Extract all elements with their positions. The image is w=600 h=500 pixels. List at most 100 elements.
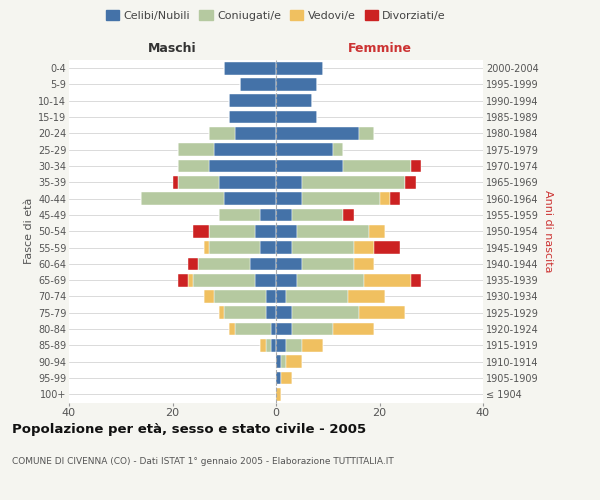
Bar xyxy=(349,290,385,303)
Bar xyxy=(292,208,343,222)
Bar xyxy=(281,356,286,368)
Bar xyxy=(203,241,209,254)
Bar xyxy=(276,78,317,91)
Bar xyxy=(286,290,349,303)
Bar xyxy=(219,176,276,188)
Bar xyxy=(276,258,302,270)
Bar xyxy=(369,225,385,237)
Bar xyxy=(359,306,406,319)
Bar xyxy=(142,192,224,205)
Bar xyxy=(281,372,292,384)
Bar xyxy=(193,225,209,237)
Bar xyxy=(224,192,276,205)
Text: Femmine: Femmine xyxy=(347,42,412,55)
Bar xyxy=(188,258,199,270)
Bar xyxy=(178,160,209,172)
Bar xyxy=(276,339,286,352)
Bar xyxy=(229,322,235,336)
Bar xyxy=(260,208,276,222)
Bar xyxy=(178,144,214,156)
Bar xyxy=(235,127,276,140)
Bar xyxy=(214,290,266,303)
Bar xyxy=(214,144,276,156)
Text: COMUNE DI CIVENNA (CO) - Dati ISTAT 1° gennaio 2005 - Elaborazione TUTTITALIA.IT: COMUNE DI CIVENNA (CO) - Dati ISTAT 1° g… xyxy=(12,458,394,466)
Bar xyxy=(406,176,416,188)
Bar xyxy=(178,176,219,188)
Bar xyxy=(188,274,193,286)
Bar xyxy=(276,144,333,156)
Bar xyxy=(271,339,276,352)
Bar xyxy=(219,306,224,319)
Text: Maschi: Maschi xyxy=(148,42,197,55)
Bar xyxy=(302,339,323,352)
Bar xyxy=(292,322,333,336)
Bar xyxy=(302,176,406,188)
Bar xyxy=(229,94,276,107)
Bar xyxy=(260,241,276,254)
Bar xyxy=(266,339,271,352)
Bar xyxy=(296,225,369,237)
Bar xyxy=(276,388,281,400)
Bar xyxy=(390,192,400,205)
Bar xyxy=(209,160,276,172)
Bar xyxy=(276,290,286,303)
Bar xyxy=(240,78,276,91)
Bar xyxy=(410,274,421,286)
Bar xyxy=(292,306,359,319)
Bar xyxy=(276,94,312,107)
Bar xyxy=(302,258,353,270)
Bar xyxy=(276,62,323,74)
Bar xyxy=(250,258,276,270)
Bar xyxy=(235,322,271,336)
Bar xyxy=(353,241,374,254)
Bar xyxy=(224,306,266,319)
Bar xyxy=(229,110,276,124)
Bar xyxy=(209,225,256,237)
Bar xyxy=(260,339,266,352)
Text: Popolazione per età, sesso e stato civile - 2005: Popolazione per età, sesso e stato civil… xyxy=(12,422,366,436)
Bar xyxy=(276,274,296,286)
Bar xyxy=(292,241,353,254)
Bar xyxy=(343,208,353,222)
Bar xyxy=(296,274,364,286)
Bar xyxy=(410,160,421,172)
Bar xyxy=(224,62,276,74)
Bar xyxy=(343,160,410,172)
Legend: Celibi/Nubili, Coniugati/e, Vedovi/e, Divorziati/e: Celibi/Nubili, Coniugati/e, Vedovi/e, Di… xyxy=(101,6,451,25)
Bar xyxy=(333,144,343,156)
Bar xyxy=(276,322,292,336)
Bar xyxy=(173,176,178,188)
Bar xyxy=(333,322,374,336)
Bar xyxy=(302,192,380,205)
Bar xyxy=(276,176,302,188)
Bar xyxy=(276,192,302,205)
Bar xyxy=(276,225,296,237)
Bar xyxy=(286,356,302,368)
Bar xyxy=(276,356,281,368)
Bar xyxy=(178,274,188,286)
Bar xyxy=(353,258,374,270)
Bar xyxy=(219,208,260,222)
Bar xyxy=(276,372,281,384)
Y-axis label: Fasce di età: Fasce di età xyxy=(23,198,34,264)
Bar xyxy=(359,127,374,140)
Bar xyxy=(199,258,250,270)
Bar xyxy=(276,306,292,319)
Bar xyxy=(276,208,292,222)
Bar xyxy=(209,127,235,140)
Bar xyxy=(203,290,214,303)
Bar xyxy=(374,241,400,254)
Bar xyxy=(256,225,276,237)
Bar xyxy=(286,339,302,352)
Bar xyxy=(266,306,276,319)
Bar xyxy=(266,290,276,303)
Bar xyxy=(364,274,410,286)
Bar xyxy=(276,160,343,172)
Bar xyxy=(276,127,359,140)
Bar xyxy=(193,274,256,286)
Bar xyxy=(276,110,317,124)
Bar xyxy=(256,274,276,286)
Bar xyxy=(380,192,390,205)
Bar xyxy=(209,241,260,254)
Y-axis label: Anni di nascita: Anni di nascita xyxy=(543,190,553,272)
